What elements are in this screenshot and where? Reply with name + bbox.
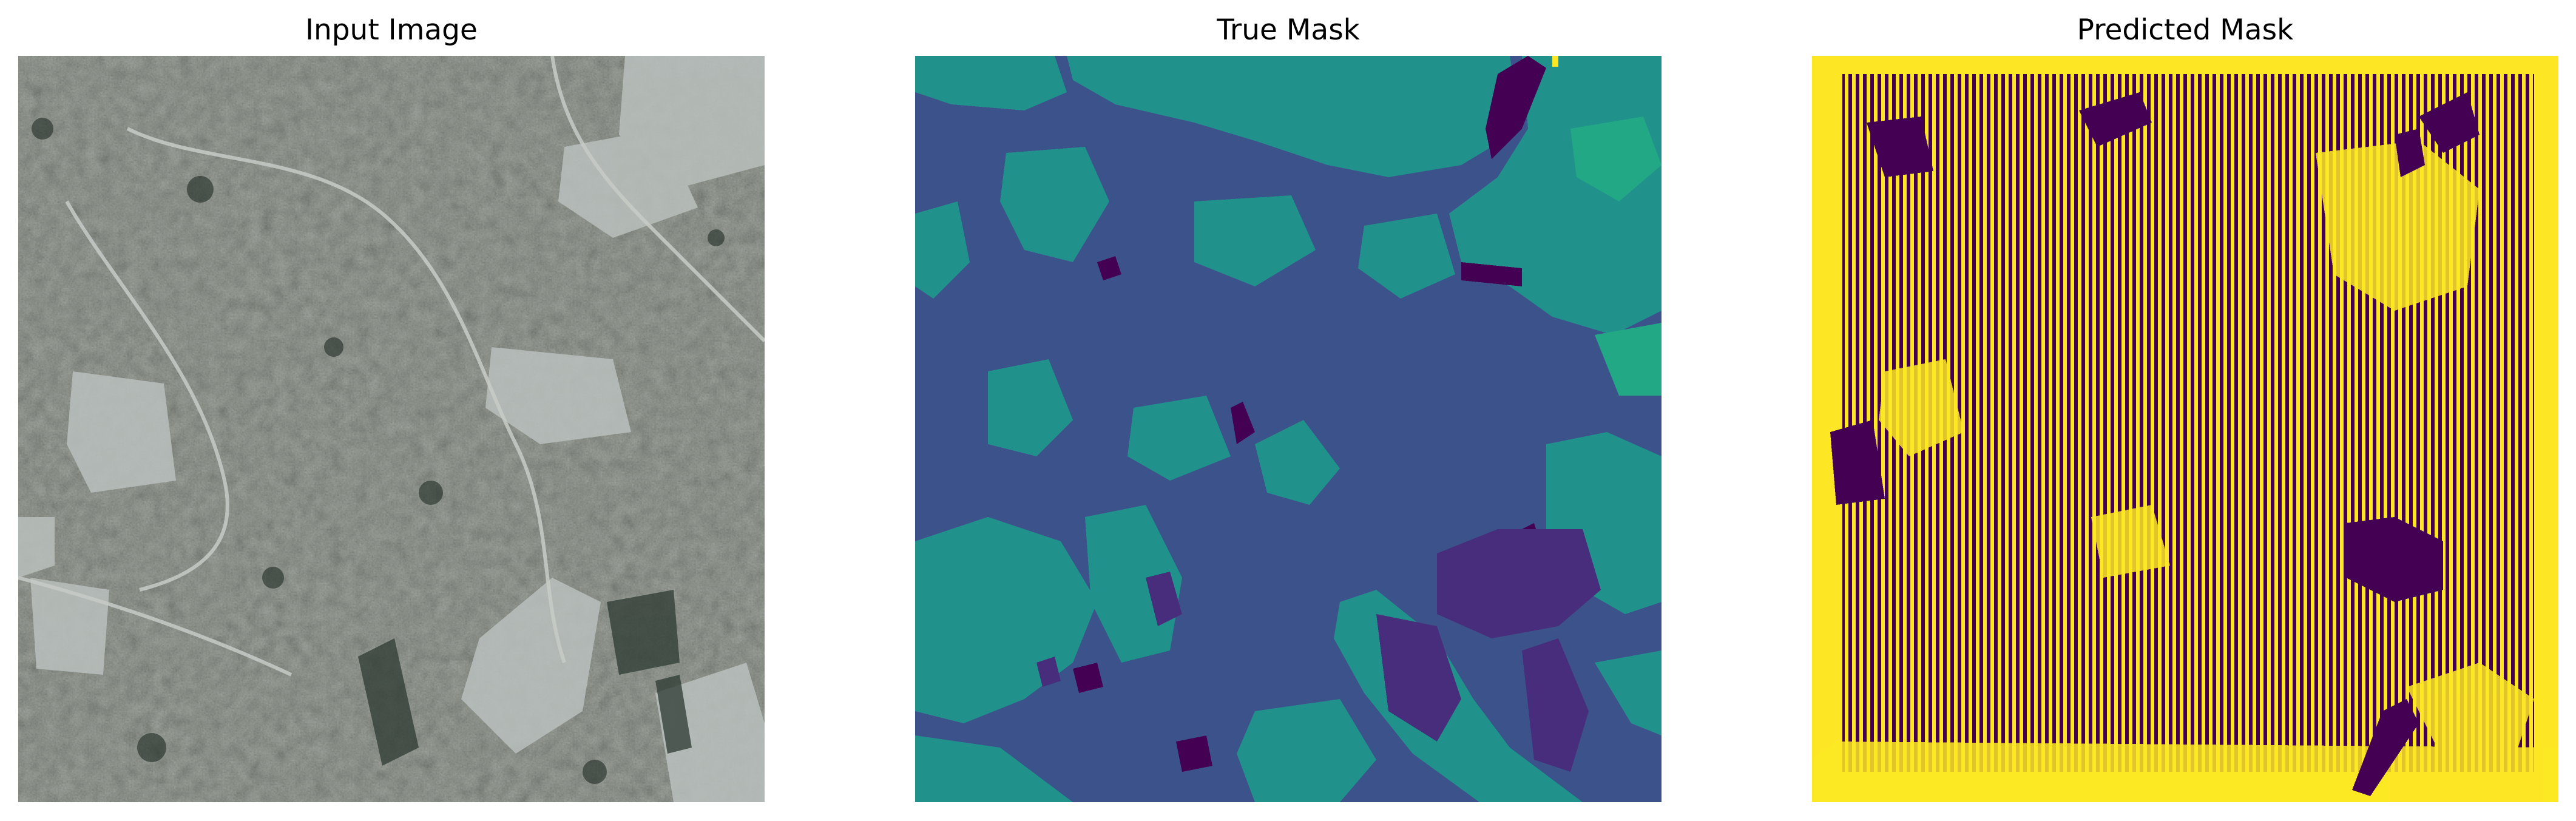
satellite-roads — [18, 56, 765, 677]
true-mask-panel — [915, 56, 1662, 802]
input-image-panel — [18, 56, 765, 802]
satellite-dark-fields — [358, 590, 692, 766]
predicted-mask-panel — [1812, 56, 2558, 802]
predicted-purple-patches — [1830, 92, 2480, 796]
mask-yellow-speck — [1552, 56, 1558, 67]
predicted-mask-image — [1812, 56, 2558, 802]
mask-green-regions — [1570, 117, 1662, 396]
true-mask-image — [915, 56, 1662, 802]
input-image-title: Input Image — [305, 13, 478, 47]
satellite-fields — [18, 56, 765, 802]
satellite-trees — [32, 118, 725, 784]
satellite-image — [18, 56, 765, 802]
mask-indigo-regions — [1036, 529, 1601, 772]
true-mask-title: True Mask — [1217, 13, 1360, 47]
predicted-mask-title: Predicted Mask — [2077, 13, 2294, 47]
